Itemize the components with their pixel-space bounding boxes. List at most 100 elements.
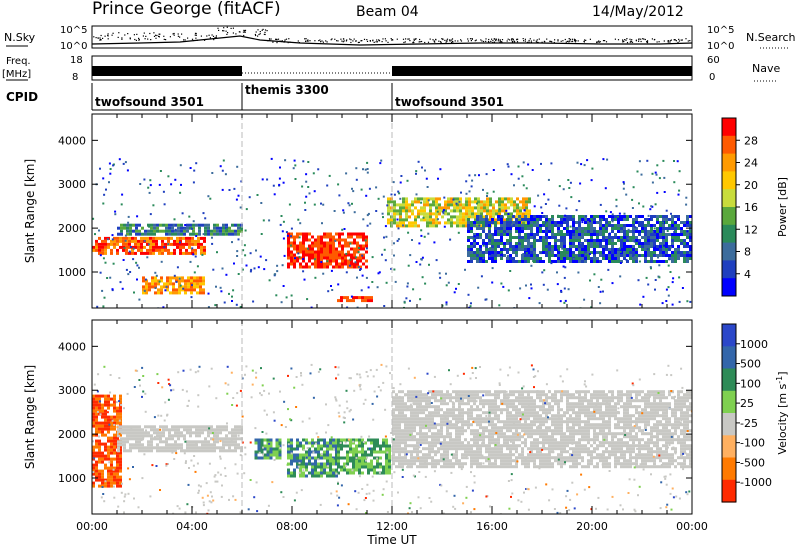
echo-cell [476, 465, 479, 468]
echo-cell [587, 245, 590, 248]
echo-cell [431, 393, 434, 396]
echo-cell [494, 227, 497, 230]
echo-cell [432, 197, 435, 200]
echo-cell [518, 215, 521, 218]
echo-cell [401, 396, 404, 399]
echo-cell [473, 429, 476, 432]
nsearch-dot [118, 32, 119, 33]
echo-cell [216, 233, 219, 236]
echo-cell [464, 462, 467, 465]
echo-cell [539, 227, 542, 230]
echo-cell [314, 258, 316, 260]
echo-cell [572, 218, 575, 221]
echo-cell [341, 239, 344, 242]
echo-cell [126, 230, 128, 232]
echo-cell [566, 230, 569, 233]
echo-cell [609, 233, 611, 235]
echo-cell [329, 260, 332, 263]
echo-cell [593, 273, 595, 275]
echo-cell [491, 221, 494, 224]
echo-cell [342, 209, 344, 211]
echo-cell [160, 170, 162, 172]
echo-cell [659, 236, 662, 239]
echo-cell [219, 230, 222, 233]
echo-cell [349, 445, 352, 448]
echo-cell [137, 240, 140, 243]
echo-cell [332, 445, 335, 448]
echo-cell [329, 448, 332, 451]
echo-cell [431, 396, 434, 399]
echo-cell [426, 218, 429, 221]
echo-cell [632, 245, 635, 248]
echo-cell [105, 189, 107, 191]
echo-cell [470, 390, 473, 393]
echo-cell [305, 181, 307, 183]
echo-cell [509, 239, 512, 242]
echo-cell [416, 438, 419, 441]
echo-cell [165, 425, 168, 428]
echo-cell [629, 224, 632, 227]
echo-cell [147, 449, 150, 452]
nsearch-dot [255, 34, 256, 35]
echo-cell [470, 227, 473, 230]
echo-cell [503, 444, 506, 447]
echo-cell [524, 218, 527, 221]
echo-cell [570, 246, 572, 248]
echo-cell [207, 443, 210, 446]
echo-cell [427, 186, 429, 188]
echo-cell [489, 247, 491, 249]
echo-cell [547, 289, 549, 291]
echo-cell [356, 233, 359, 236]
echo-cell [117, 446, 120, 449]
echo-cell [407, 462, 410, 465]
echo-cell [125, 161, 127, 163]
echo-cell [173, 240, 176, 243]
echo-cell [171, 446, 174, 449]
echo-cell [557, 215, 559, 217]
echo-cell [279, 167, 281, 169]
echo-cell [548, 224, 551, 227]
echo-cell [279, 457, 282, 460]
echo-cell [160, 285, 163, 288]
echo-cell [195, 425, 198, 428]
echo-cell [452, 441, 455, 444]
echo-cell [116, 482, 119, 485]
echo-cell [361, 296, 364, 299]
echo-cell [367, 439, 370, 442]
echo-cell [279, 178, 281, 180]
echo-cell [668, 258, 670, 260]
echo-cell [677, 160, 679, 162]
echo-cell [195, 431, 198, 434]
echo-cell [385, 236, 387, 238]
echo-cell [492, 267, 494, 269]
echo-cell [654, 227, 656, 229]
echo-cell [399, 206, 402, 209]
echo-cell [617, 221, 620, 224]
echo-cell [290, 445, 293, 448]
echo-cell [250, 269, 252, 271]
echo-cell [231, 428, 234, 431]
echo-cell [425, 432, 428, 435]
echo-cell [482, 239, 485, 242]
echo-cell [398, 447, 401, 450]
echo-cell [370, 299, 373, 302]
echo-cell [116, 479, 119, 482]
echo-cell [195, 434, 198, 437]
nsearch-dot [233, 28, 234, 29]
echo-cell [276, 270, 278, 272]
echo-cell [293, 245, 296, 248]
echo-cell [353, 239, 356, 242]
echo-cell [452, 396, 455, 399]
echo-cell [494, 462, 497, 465]
echo-cell [385, 259, 387, 261]
echo-cell [494, 224, 497, 227]
echo-cell [513, 206, 516, 209]
echo-cell [174, 275, 176, 277]
echo-cell [270, 457, 273, 460]
echo-cell [428, 423, 431, 426]
echo-cell [355, 469, 358, 472]
echo-cell [485, 233, 488, 236]
nsearch-dot [159, 34, 160, 35]
echo-cell [578, 239, 581, 242]
echo-cell [241, 228, 243, 230]
